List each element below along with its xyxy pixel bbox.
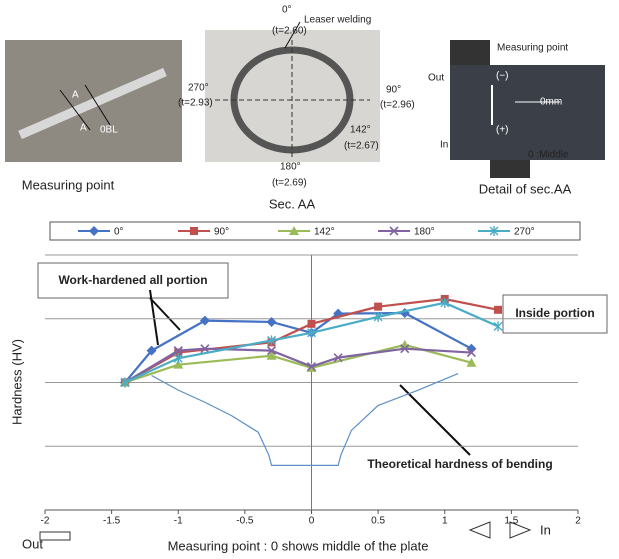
- photo-label: Out: [428, 73, 444, 84]
- x-tick-label: 0: [309, 516, 315, 527]
- photo-detail: [450, 65, 605, 160]
- x-tick-label: -1: [174, 516, 183, 527]
- photo-detail: [490, 160, 530, 178]
- photo-caption: Sec. AA: [269, 196, 316, 211]
- x-tick-label: -1.5: [103, 516, 121, 527]
- photo-label: Leaser welding: [304, 15, 371, 26]
- photo-caption: Measuring point: [22, 177, 115, 192]
- x-tick-label: -0.5: [236, 516, 254, 527]
- photo-label: 0BL: [100, 125, 118, 136]
- photo-label: 270°: [188, 83, 209, 94]
- photo-label: Measuring point: [497, 43, 568, 54]
- theory-curve: [152, 374, 458, 466]
- photo-label: (t=2.69): [272, 178, 307, 189]
- legend-label: 90°: [214, 227, 229, 238]
- arrow: [400, 385, 470, 455]
- photo-label: 0mm: [540, 97, 562, 108]
- marker: [200, 316, 210, 326]
- x-axis-label: Measuring point : 0 shows middle of the …: [168, 538, 429, 553]
- y-axis-label: Hardness (HV): [9, 339, 24, 425]
- photo-label: 0°: [282, 5, 292, 16]
- photo-label: 180°: [280, 162, 301, 173]
- photo-label: (t=2.93): [178, 98, 213, 109]
- legend-label: 180°: [414, 227, 435, 238]
- marker: [494, 306, 502, 314]
- photo-label: A: [80, 123, 87, 134]
- photo-caption: Detail of sec.AA: [479, 181, 572, 196]
- legend-label: 0°: [114, 227, 124, 238]
- annotation: Work-hardened all portion: [58, 273, 207, 287]
- photo-detail: [450, 40, 490, 65]
- photo-label: (−): [496, 71, 509, 82]
- photo-label: (t=2.96): [380, 100, 415, 111]
- x-tick-label: 1: [442, 516, 448, 527]
- x-tick-label: 1.5: [504, 516, 518, 527]
- photo-label: A: [72, 90, 79, 101]
- photo-label: 0 :Middle: [528, 150, 569, 161]
- figure: A A 0BL Leaser welding 0° (t=2.60) 270° (t=2.93…: [0, 0, 619, 559]
- photo-label: (t=2.60): [272, 26, 307, 37]
- direction-label: Out: [22, 536, 43, 551]
- marker: [494, 321, 502, 331]
- photo-label: 142°: [350, 125, 371, 136]
- photo-label: (+): [496, 125, 509, 136]
- legend-marker: [190, 227, 198, 235]
- x-tick-label: 0.5: [371, 516, 385, 527]
- annotation: Inside portion: [515, 306, 594, 320]
- marker: [374, 303, 382, 311]
- annotation: Theoretical hardness of bending: [367, 457, 552, 471]
- photo-label: (t=2.67): [344, 141, 379, 152]
- photo-label: In: [440, 140, 448, 151]
- x-tick-label: -2: [41, 516, 50, 527]
- marker: [308, 320, 316, 328]
- x-tick-label: 2: [575, 516, 581, 527]
- photo-label: 90°: [386, 85, 401, 96]
- legend-label: 270°: [514, 227, 535, 238]
- direction-label: In: [540, 522, 551, 537]
- legend-label: 142°: [314, 227, 335, 238]
